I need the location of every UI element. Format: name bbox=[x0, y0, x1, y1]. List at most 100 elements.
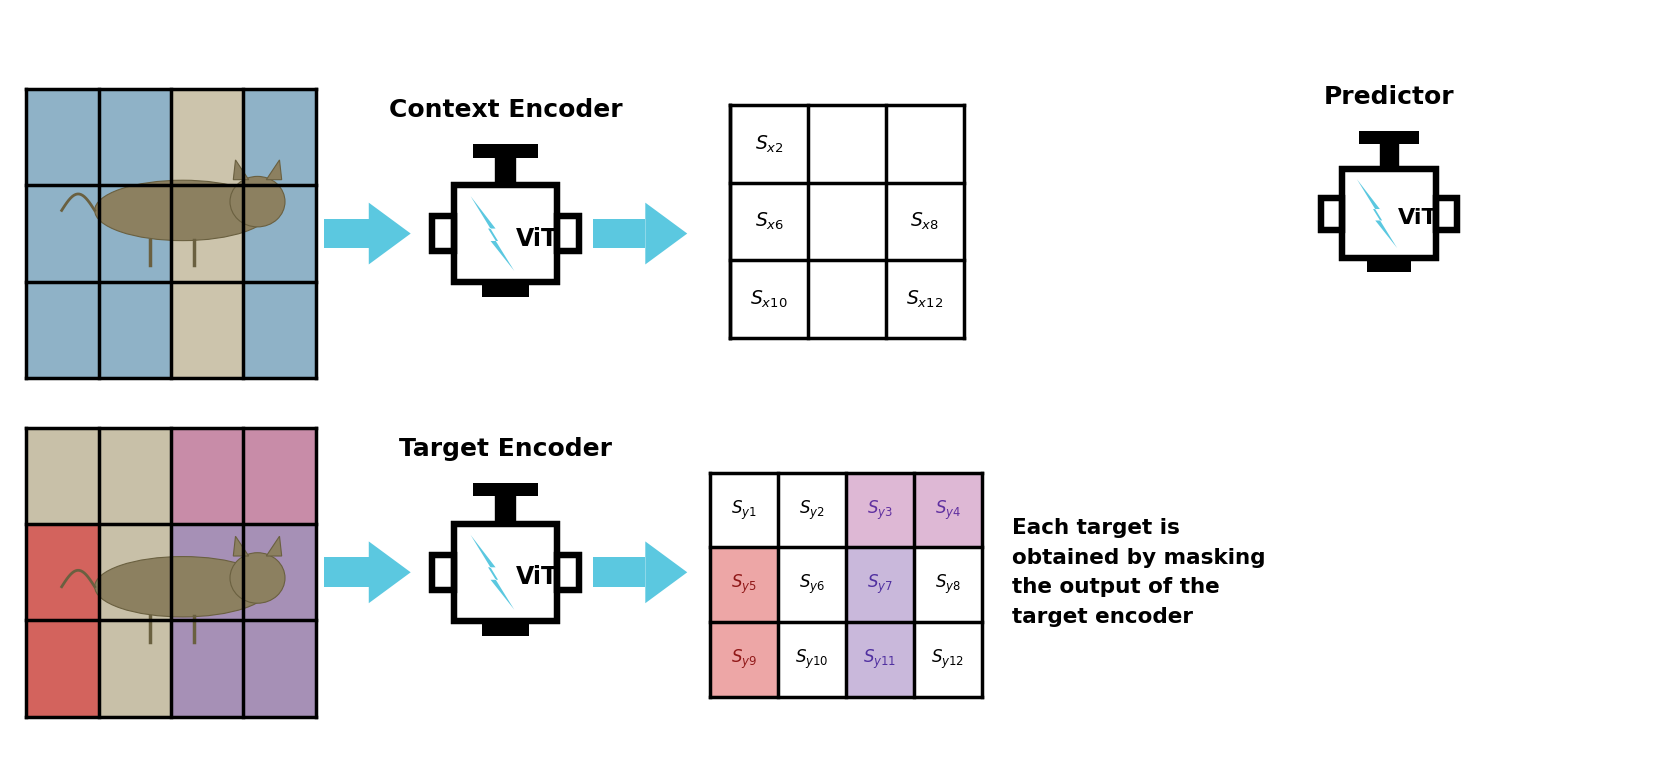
Bar bbox=[170, 185, 243, 282]
Bar bbox=[710, 472, 778, 547]
Text: $S_{y2}$: $S_{y2}$ bbox=[799, 498, 824, 522]
Text: $S_{y1}$: $S_{y1}$ bbox=[732, 498, 756, 522]
Bar bbox=[556, 555, 579, 590]
Bar bbox=[432, 555, 453, 590]
Bar bbox=[432, 555, 453, 590]
Bar bbox=[592, 218, 645, 249]
Bar bbox=[453, 523, 556, 621]
Bar bbox=[496, 496, 513, 523]
Text: $S_{y4}$: $S_{y4}$ bbox=[933, 498, 960, 522]
Text: Context Encoder: Context Encoder bbox=[389, 98, 622, 122]
Bar bbox=[1341, 169, 1435, 259]
Text: ViT: ViT bbox=[515, 565, 558, 589]
Bar bbox=[846, 472, 914, 547]
Bar bbox=[482, 621, 530, 636]
Bar bbox=[496, 158, 513, 185]
Text: $S_{y8}$: $S_{y8}$ bbox=[935, 573, 960, 597]
Bar bbox=[496, 496, 513, 523]
Text: $S_{x10}$: $S_{x10}$ bbox=[750, 288, 788, 310]
Bar bbox=[778, 547, 846, 622]
Bar bbox=[26, 524, 99, 620]
Bar bbox=[1435, 198, 1456, 230]
Bar bbox=[473, 144, 538, 158]
Polygon shape bbox=[470, 535, 515, 610]
Bar bbox=[473, 483, 538, 496]
Bar bbox=[324, 557, 369, 588]
Ellipse shape bbox=[94, 556, 270, 617]
Ellipse shape bbox=[94, 180, 270, 240]
Text: $S_{y10}$: $S_{y10}$ bbox=[794, 648, 828, 671]
Bar bbox=[243, 89, 316, 185]
Bar bbox=[914, 547, 981, 622]
Text: $S_{y6}$: $S_{y6}$ bbox=[798, 573, 824, 597]
Bar bbox=[170, 620, 243, 716]
Polygon shape bbox=[645, 542, 687, 604]
Bar bbox=[26, 282, 99, 378]
Polygon shape bbox=[233, 160, 248, 179]
Text: Target Encoder: Target Encoder bbox=[399, 436, 612, 461]
Bar bbox=[1435, 198, 1456, 230]
Bar bbox=[453, 523, 556, 621]
Bar bbox=[432, 216, 453, 251]
Bar bbox=[170, 89, 243, 185]
Bar bbox=[914, 622, 981, 697]
Bar bbox=[778, 472, 846, 547]
Text: $S_{x8}$: $S_{x8}$ bbox=[910, 211, 938, 232]
Text: ViT: ViT bbox=[515, 227, 558, 250]
Text: $S_{y7}$: $S_{y7}$ bbox=[867, 573, 892, 597]
Bar bbox=[496, 158, 513, 185]
Bar bbox=[1359, 131, 1418, 143]
Bar bbox=[1321, 198, 1341, 230]
Text: $S_{y12}$: $S_{y12}$ bbox=[930, 648, 963, 671]
Bar bbox=[170, 524, 243, 620]
Polygon shape bbox=[645, 203, 687, 265]
Bar bbox=[243, 282, 316, 378]
Bar bbox=[1380, 143, 1395, 169]
Bar bbox=[1367, 259, 1410, 272]
Bar bbox=[170, 282, 243, 378]
Text: $S_{x2}$: $S_{x2}$ bbox=[755, 134, 783, 155]
Text: $S_{x12}$: $S_{x12}$ bbox=[905, 288, 943, 310]
Bar bbox=[26, 428, 316, 716]
Bar bbox=[243, 620, 316, 716]
Bar bbox=[556, 216, 579, 251]
Bar bbox=[846, 622, 914, 697]
Bar bbox=[243, 428, 316, 524]
Bar bbox=[592, 557, 645, 588]
Ellipse shape bbox=[230, 176, 285, 227]
Polygon shape bbox=[369, 203, 410, 265]
Bar bbox=[324, 218, 369, 249]
Bar bbox=[482, 282, 530, 297]
Polygon shape bbox=[266, 536, 281, 556]
Bar bbox=[453, 185, 556, 282]
Text: $S_{x6}$: $S_{x6}$ bbox=[755, 211, 783, 232]
Bar bbox=[99, 282, 170, 378]
Text: Each target is
obtained by masking
the output of the
target encoder: Each target is obtained by masking the o… bbox=[1011, 518, 1264, 626]
Bar bbox=[846, 547, 914, 622]
Bar bbox=[26, 89, 316, 378]
Bar bbox=[99, 89, 170, 185]
Polygon shape bbox=[369, 542, 410, 604]
Bar bbox=[432, 216, 453, 251]
Bar bbox=[914, 472, 981, 547]
Bar bbox=[243, 185, 316, 282]
Bar bbox=[710, 547, 778, 622]
Bar bbox=[243, 524, 316, 620]
Bar bbox=[1321, 198, 1341, 230]
Text: ViT: ViT bbox=[1397, 208, 1437, 228]
Text: Predictor: Predictor bbox=[1322, 85, 1453, 109]
Bar bbox=[1341, 169, 1435, 259]
Bar bbox=[170, 428, 243, 524]
Polygon shape bbox=[233, 536, 248, 556]
Polygon shape bbox=[266, 160, 281, 179]
Bar bbox=[1380, 143, 1395, 169]
Polygon shape bbox=[1355, 179, 1397, 248]
Bar bbox=[99, 185, 170, 282]
Bar bbox=[556, 555, 579, 590]
Bar bbox=[26, 620, 99, 716]
Text: $S_{y11}$: $S_{y11}$ bbox=[862, 648, 895, 671]
Polygon shape bbox=[470, 196, 515, 271]
Bar bbox=[453, 185, 556, 282]
Text: $S_{y3}$: $S_{y3}$ bbox=[867, 498, 892, 522]
Bar bbox=[556, 216, 579, 251]
